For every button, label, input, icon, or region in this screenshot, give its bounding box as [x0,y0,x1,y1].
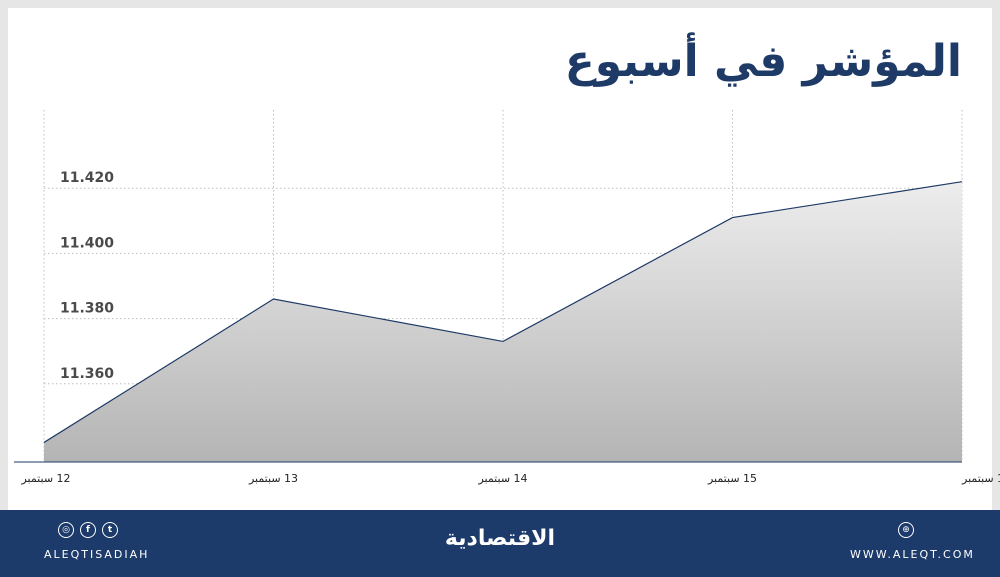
social-icons: ◎ f t [58,522,118,538]
chart-title: المؤشر في أسبوع [564,36,962,87]
y-tick-label: 11.400 [60,235,114,251]
instagram-icon[interactable]: ◎ [58,522,74,538]
y-tick-label: 11.360 [60,366,114,382]
footer-bar: ◎ f t ALEQTISADIAH الاقتصادية ⊕ WWW.ALEQ… [0,510,1000,577]
series-line [43,181,963,443]
y-tick-label: 11.380 [60,301,114,317]
social-handle: ALEQTISADIAH [44,548,150,561]
x-tick-label: 13 سبتمبر [248,472,298,485]
x-tick-label: 15 سبتمبر [707,472,757,485]
x-tick-label: 14 سبتمبر [477,472,527,485]
website-url[interactable]: WWW.ALEQT.COM [850,548,975,561]
brand-logo: الاقتصادية [444,526,556,551]
facebook-icon[interactable]: f [80,522,96,538]
globe-icon[interactable]: ⊕ [898,522,914,538]
twitter-icon[interactable]: t [102,522,118,538]
x-tick-label: 16 سبتمبر [961,472,1000,485]
area-fill [44,181,962,462]
y-tick-label: 11.420 [60,170,114,186]
x-tick-label: 12 سبتمبر [20,472,70,485]
